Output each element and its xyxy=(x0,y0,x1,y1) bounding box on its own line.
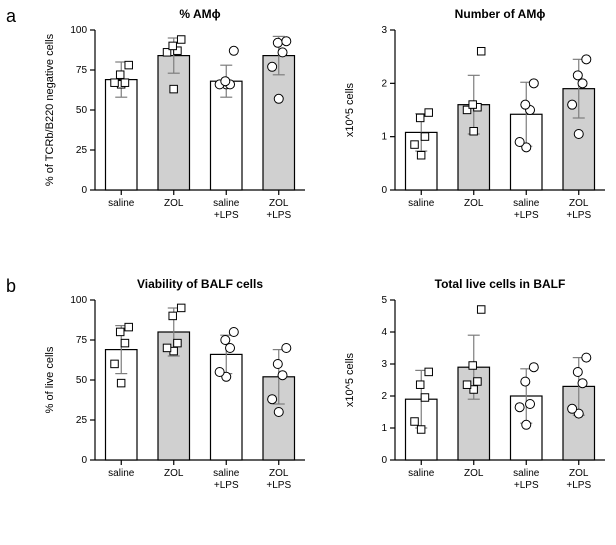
svg-text:ZOL: ZOL xyxy=(464,468,484,479)
svg-text:3: 3 xyxy=(381,25,387,36)
svg-text:x10^5 cells: x10^5 cells xyxy=(344,82,356,137)
svg-text:ZOL: ZOL xyxy=(164,198,184,209)
svg-text:0: 0 xyxy=(381,185,387,196)
svg-text:100: 100 xyxy=(70,25,87,36)
svg-text:saline: saline xyxy=(213,198,240,209)
svg-text:50: 50 xyxy=(76,105,88,116)
svg-text:ZOL: ZOL xyxy=(569,198,589,209)
svg-text:2: 2 xyxy=(381,78,387,89)
svg-text:+LPS: +LPS xyxy=(514,210,539,221)
svg-text:1: 1 xyxy=(381,423,387,434)
svg-text:25: 25 xyxy=(76,145,88,156)
svg-text:3: 3 xyxy=(381,359,387,370)
svg-text:% AMϕ: % AMϕ xyxy=(179,7,220,21)
svg-text:ZOL: ZOL xyxy=(164,468,184,479)
svg-text:4: 4 xyxy=(381,327,387,338)
svg-text:ZOL: ZOL xyxy=(569,468,589,479)
svg-text:x10^5 cells: x10^5 cells xyxy=(344,352,356,407)
svg-text:25: 25 xyxy=(76,415,88,426)
svg-text:% of TCRb/B220 negative cells: % of TCRb/B220 negative cells xyxy=(44,33,56,186)
svg-text:+LPS: +LPS xyxy=(266,480,291,491)
svg-text:Number of AMϕ: Number of AMϕ xyxy=(455,7,546,21)
svg-text:75: 75 xyxy=(76,335,88,346)
plots-svg: % AMϕ0255075100% of TCRb/B220 negative c… xyxy=(0,0,616,545)
svg-text:saline: saline xyxy=(408,468,435,479)
panel-letter-b: b xyxy=(6,276,16,297)
svg-text:saline: saline xyxy=(108,468,135,479)
svg-text:ZOL: ZOL xyxy=(269,198,289,209)
svg-text:saline: saline xyxy=(108,198,135,209)
svg-text:saline: saline xyxy=(513,198,540,209)
svg-text:+LPS: +LPS xyxy=(214,210,239,221)
svg-text:+LPS: +LPS xyxy=(214,480,239,491)
svg-text:Total live cells in BALF: Total live cells in BALF xyxy=(435,277,566,291)
svg-text:0: 0 xyxy=(81,455,87,466)
svg-text:0: 0 xyxy=(381,455,387,466)
svg-text:Viability of BALF cells: Viability of BALF cells xyxy=(137,277,263,291)
svg-text:0: 0 xyxy=(81,185,87,196)
svg-text:+LPS: +LPS xyxy=(566,210,591,221)
svg-text:1: 1 xyxy=(381,132,387,143)
figure: a b % AMϕ0255075100% of TCRb/B220 negati… xyxy=(0,0,616,545)
svg-text:5: 5 xyxy=(381,295,387,306)
svg-text:+LPS: +LPS xyxy=(514,480,539,491)
svg-text:50: 50 xyxy=(76,375,88,386)
svg-text:+LPS: +LPS xyxy=(266,210,291,221)
panel-letter-a: a xyxy=(6,6,16,27)
svg-text:75: 75 xyxy=(76,65,88,76)
svg-text:saline: saline xyxy=(408,198,435,209)
svg-text:ZOL: ZOL xyxy=(464,198,484,209)
svg-text:ZOL: ZOL xyxy=(269,468,289,479)
svg-text:saline: saline xyxy=(513,468,540,479)
svg-text:100: 100 xyxy=(70,295,87,306)
svg-text:2: 2 xyxy=(381,391,387,402)
svg-text:% of live cells: % of live cells xyxy=(44,346,56,413)
svg-text:saline: saline xyxy=(213,468,240,479)
svg-text:+LPS: +LPS xyxy=(566,480,591,491)
